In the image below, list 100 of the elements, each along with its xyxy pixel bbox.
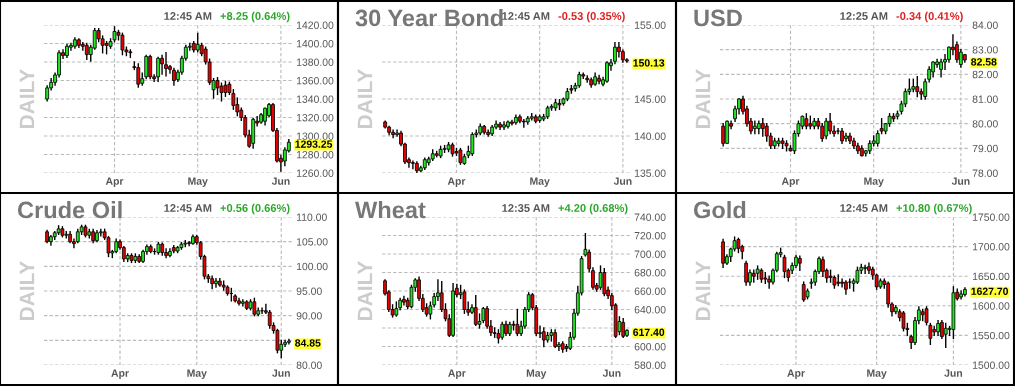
y-tick-label: 95.00 <box>296 287 322 295</box>
y-tick-label: 83.00 <box>972 46 998 54</box>
x-tick-label: May <box>867 369 887 379</box>
x-tick-label: Jun <box>944 369 963 377</box>
y-tick-label: 1360.00 <box>296 77 334 85</box>
y-tick-label: 1280.00 <box>296 151 334 159</box>
y-tick-label: 740.00 <box>634 213 666 221</box>
text: 1293.25 <box>295 140 333 148</box>
y-tick-label: 1650.00 <box>972 272 1010 281</box>
candlestick <box>241 299 245 307</box>
candlestick <box>521 119 526 128</box>
x-tick-label: May <box>530 177 550 187</box>
y-tick-label: 1320.00 <box>296 114 334 122</box>
y-tick-label: 720.00 <box>634 232 666 240</box>
x-tick-label: Jun <box>951 177 970 185</box>
candlestick <box>597 74 601 85</box>
candlestick <box>744 260 748 286</box>
y-tick-label: 145.00 <box>634 95 666 103</box>
y-tick-label: 680.00 <box>634 269 666 277</box>
y-tick-label: 1300.00 <box>296 132 334 140</box>
text: 12:25 AM <box>840 12 888 20</box>
y-tick-label: 80.00 <box>972 120 998 128</box>
candlestick <box>943 322 948 348</box>
chart-title: Gold <box>693 200 746 219</box>
candlestick <box>602 268 607 297</box>
chart-title: Wheat <box>355 200 426 219</box>
text: 12:45 AM <box>164 204 212 212</box>
x-tick-label: Jun <box>272 369 290 377</box>
candlestick <box>502 121 506 131</box>
x-tick-label: May <box>864 177 884 187</box>
candlestick <box>863 264 867 274</box>
candlestick <box>160 54 164 75</box>
candlestick <box>402 295 406 306</box>
y-tick-label: 1600.00 <box>972 302 1010 310</box>
y-tick-label: 600.00 <box>634 343 666 351</box>
y-tick-label: 105.00 <box>296 238 328 246</box>
chart-title: 30 Year Bond <box>355 9 503 27</box>
text: 150.13 <box>633 59 665 67</box>
x-tick-label: Apr <box>787 369 805 379</box>
text: 82.58 <box>971 58 997 66</box>
text: 12:45 AM <box>840 204 888 212</box>
candlestick <box>156 56 160 83</box>
x-tick-label: Jun <box>613 177 632 185</box>
y-tick-label: 82.00 <box>972 70 998 79</box>
candlestick <box>120 32 125 56</box>
x-tick-label: May <box>187 369 207 379</box>
text: 1627.70 <box>971 287 1008 295</box>
candlestick <box>901 311 906 332</box>
text: 12:35 AM <box>502 204 550 212</box>
y-tick-label: 1550.00 <box>972 331 1010 340</box>
y-tick-label: 640.00 <box>634 306 666 314</box>
text: +10.80 (0.67%) <box>896 203 972 215</box>
text: 84.85 <box>295 339 321 347</box>
x-tick-label: Apr <box>111 369 129 379</box>
candlestick <box>391 129 395 139</box>
y-tick-label: 1400.00 <box>296 40 334 48</box>
y-tick-label: 81.00 <box>972 95 998 103</box>
y-tick-label: 1750.00 <box>972 213 1010 221</box>
x-tick-label: Apr <box>448 369 466 379</box>
candlestick <box>840 278 844 288</box>
text: 617.40 <box>633 328 665 336</box>
y-tick-label: 1380.00 <box>296 58 334 66</box>
candlestick <box>541 327 546 348</box>
text: +0.56 (0.66%) <box>220 203 290 215</box>
y-tick-label: 660.00 <box>634 287 666 295</box>
text: -0.34 (0.41%) <box>896 11 963 23</box>
candlestick <box>721 122 726 147</box>
chart-title: Crude Oil <box>17 200 122 219</box>
y-tick-label: 78.00 <box>972 169 998 177</box>
text: -0.53 (0.35%) <box>558 11 625 23</box>
x-tick-label: Apr <box>105 177 124 187</box>
x-tick-label: Jun <box>602 369 621 377</box>
x-tick-label: Jun <box>271 177 290 185</box>
text: +4.20 (0.68%) <box>558 203 628 215</box>
text: 12:45 AM <box>502 12 550 20</box>
y-tick-label: 135.00 <box>634 169 666 177</box>
candlestick <box>782 254 787 279</box>
y-tick-label: 700.00 <box>634 250 666 258</box>
y-tick-label: 110.00 <box>296 213 327 221</box>
x-tick-label: May <box>526 369 547 379</box>
candlestick <box>844 132 848 142</box>
candlestick <box>828 113 833 135</box>
candlestick <box>214 277 218 288</box>
y-tick-label: 1260.00 <box>296 169 334 177</box>
candlestick <box>721 238 725 269</box>
candlestick <box>510 119 514 126</box>
y-tick-label: 140.00 <box>634 132 666 140</box>
text: 12:45 AM <box>164 12 212 20</box>
candlestick <box>486 129 491 137</box>
y-tick-label: 1420.00 <box>296 21 334 29</box>
candlestick <box>187 240 191 247</box>
x-tick-label: Apr <box>781 177 800 187</box>
candlestick <box>164 52 168 77</box>
y-tick-label: 1500.00 <box>972 361 1010 369</box>
candlestick <box>411 160 415 170</box>
y-tick-label: 155.00 <box>634 21 666 29</box>
candlestick <box>148 54 153 80</box>
y-tick-label: 580.00 <box>634 361 666 369</box>
candlestick <box>801 281 806 302</box>
y-tick-label: 90.00 <box>296 312 322 320</box>
